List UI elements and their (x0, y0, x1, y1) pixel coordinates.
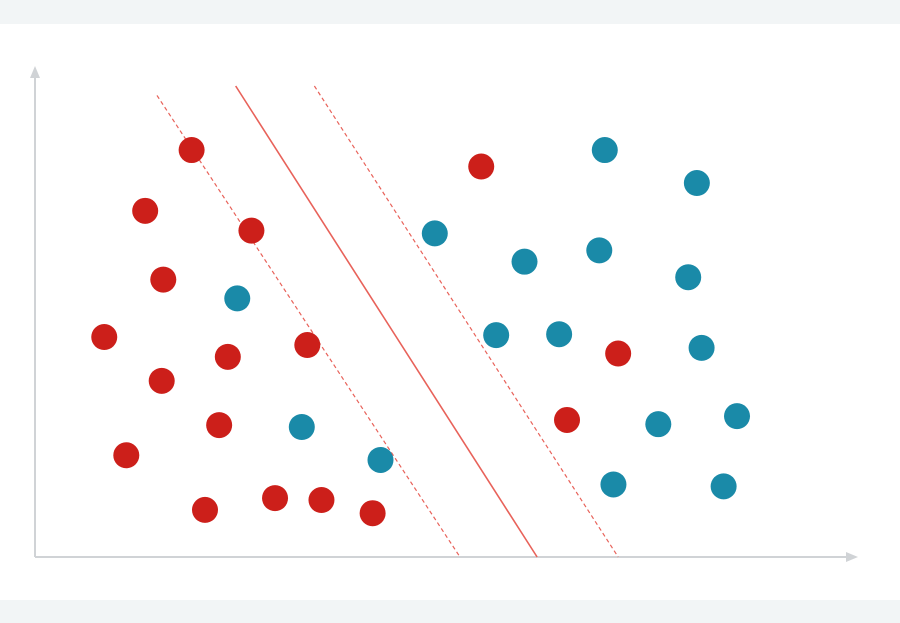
blue-point-9 (483, 322, 510, 349)
blue-point-8 (675, 264, 702, 291)
blue-point-15 (710, 473, 737, 500)
blue-point-13 (724, 403, 751, 430)
blue-point-0 (224, 285, 251, 312)
red-point-16 (554, 406, 581, 433)
blue-point-7 (586, 237, 613, 264)
red-point-10 (191, 496, 218, 523)
blue-point-6 (683, 170, 710, 197)
blue-point-11 (688, 334, 715, 361)
blue-point-14 (600, 471, 627, 498)
x-axis-arrow (846, 552, 858, 562)
red-point-14 (468, 153, 495, 180)
blue-point-4 (511, 248, 538, 275)
red-point-8 (206, 412, 233, 439)
red-point-3 (150, 266, 177, 293)
red-point-13 (359, 500, 386, 527)
blue-point-3 (421, 220, 448, 247)
red-point-5 (214, 343, 241, 370)
top-band (0, 0, 900, 24)
hyperplane-lines (156, 85, 619, 558)
blue-point-10 (546, 321, 573, 348)
blue-point-5 (591, 137, 618, 164)
red-point-4 (91, 324, 118, 351)
blue-point-1 (288, 414, 315, 441)
y-axis-arrow (30, 66, 40, 78)
axes (30, 66, 858, 562)
red-point-0 (178, 137, 205, 164)
blue-point-12 (645, 411, 672, 438)
red-point-9 (113, 442, 140, 469)
red-point-15 (605, 340, 632, 367)
data-points (91, 137, 751, 527)
margin-line-1 (156, 95, 461, 558)
red-point-7 (148, 367, 175, 394)
margin-line-2 (313, 85, 619, 558)
bottom-band (0, 600, 900, 623)
red-point-12 (308, 487, 335, 514)
chart-panel (0, 24, 900, 600)
red-point-1 (132, 197, 159, 224)
red-point-6 (294, 332, 321, 359)
blue-point-2 (367, 446, 394, 473)
red-point-2 (238, 217, 265, 244)
hyperplane-line (235, 85, 538, 558)
red-point-11 (262, 485, 289, 512)
